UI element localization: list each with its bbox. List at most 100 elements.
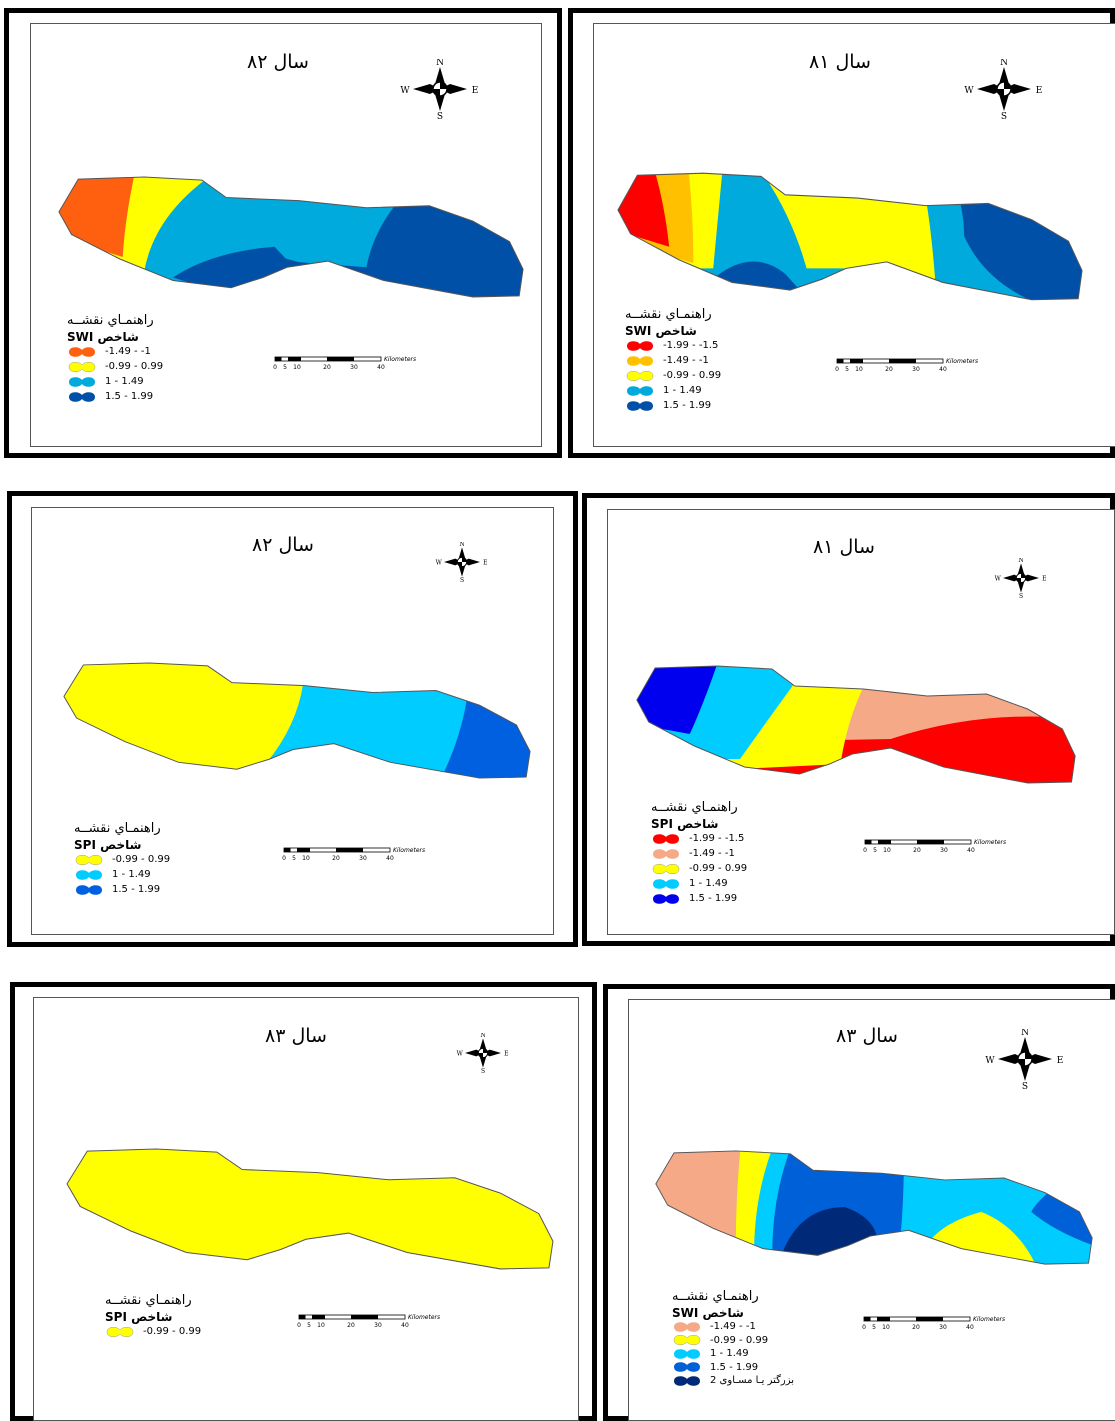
svg-text:5: 5 [872, 1324, 876, 1331]
legend-item: -0.99 - 0.99 [672, 1334, 794, 1348]
svg-text:20: 20 [913, 847, 921, 854]
svg-text:40: 40 [401, 1322, 409, 1329]
north-arrow-icon: N S E W [457, 1033, 509, 1073]
legend-item: 1 - 1.49 [67, 374, 163, 389]
svg-text:20: 20 [885, 366, 893, 373]
legend-item: 1.5 - 1.99 [672, 1361, 794, 1375]
legend-item: 1 - 1.49 [651, 876, 747, 891]
map-title: سال ٨١ [809, 51, 871, 73]
legend-item: -1.49 - -1 [625, 353, 721, 368]
north-arrow-icon: N S E W [436, 542, 488, 582]
map-panel-swi-82: سال ٨٢ N S E W راهنمـاي نقشــه شاخص SWI … [4, 8, 562, 458]
map-title: سال ٨٢ [252, 534, 314, 556]
svg-text:N: N [480, 1033, 485, 1039]
svg-text:30: 30 [374, 1322, 382, 1329]
svg-text:10: 10 [302, 855, 310, 862]
legend-index-label: شاخص SWI [672, 1306, 744, 1320]
zoning-map [636, 665, 1076, 784]
svg-text:20: 20 [332, 855, 340, 862]
legend-title: راهنمـاي نقشــه [105, 1293, 192, 1308]
legend-title: راهنمـاي نقشــه [651, 800, 738, 815]
legend-item: بزرگتر یـا مسـاوی 2 [672, 1374, 794, 1388]
north-arrow-icon: N S E W [964, 59, 1043, 119]
svg-text:S: S [1001, 112, 1007, 119]
legend-item: 1 - 1.49 [625, 383, 721, 398]
svg-text:40: 40 [386, 855, 394, 862]
legend-index-label: شاخص SPI [651, 817, 719, 831]
legend-title: راهنمـاي نقشــه [625, 307, 712, 322]
map-panel-swi-81: سال ٨١ N S E W راهنمـاي نقشــه شاخص SWI … [568, 8, 1115, 458]
svg-text:0: 0 [862, 1324, 866, 1331]
svg-text:E: E [1042, 576, 1046, 583]
legend-item: -1.49 - -1 [672, 1320, 794, 1334]
svg-text:40: 40 [966, 1324, 974, 1331]
svg-text:5: 5 [292, 855, 296, 862]
svg-text:W: W [964, 86, 974, 96]
legend-title: راهنمـاي نقشــه [74, 821, 161, 836]
zoning-map [58, 176, 524, 298]
scale-bar: 0 5 10 20 30 40 Kilometers [863, 839, 1006, 854]
svg-text:N: N [1000, 59, 1008, 68]
legend-item: -1.99 - -1.5 [625, 338, 721, 353]
svg-text:S: S [481, 1068, 485, 1073]
svg-text:E: E [504, 1051, 508, 1058]
map-legend: راهنمـاي نقشــه شاخص SWI -1.49 - -1 -0.9… [672, 1289, 794, 1388]
north-arrow-icon: N S E W [995, 558, 1047, 598]
svg-text:30: 30 [912, 366, 920, 373]
svg-text:5: 5 [283, 364, 287, 371]
svg-text:W: W [995, 576, 1002, 583]
svg-text:20: 20 [912, 1324, 920, 1331]
svg-text:0: 0 [863, 847, 867, 854]
svg-text:Kilometers: Kilometers [393, 847, 425, 854]
svg-text:10: 10 [882, 1324, 890, 1331]
legend-item: -0.99 - 0.99 [67, 359, 163, 374]
svg-text:10: 10 [883, 847, 891, 854]
map-legend: راهنمـاي نقشــه شاخص SPI -0.99 - 0.99 [105, 1293, 201, 1339]
legend-item: -0.99 - 0.99 [105, 1324, 201, 1339]
zoning-map [617, 172, 1083, 301]
svg-text:20: 20 [323, 364, 331, 371]
map-legend: راهنمـاي نقشــه شاخص SWI -1.99 - -1.5 -1… [625, 307, 721, 413]
legend-index-label: شاخص SWI [67, 330, 139, 344]
svg-text:N: N [1018, 558, 1023, 564]
svg-text:S: S [437, 112, 443, 119]
svg-text:30: 30 [939, 1324, 947, 1331]
svg-text:30: 30 [940, 847, 948, 854]
legend-item: 1 - 1.49 [672, 1347, 794, 1361]
zoning-map [655, 1150, 1093, 1265]
svg-text:E: E [483, 560, 487, 567]
legend-item: 1.5 - 1.99 [67, 389, 163, 404]
svg-text:5: 5 [845, 366, 849, 373]
svg-text:30: 30 [350, 364, 358, 371]
map-title: سال ٨٣ [836, 1025, 898, 1047]
svg-text:Kilometers: Kilometers [408, 1314, 440, 1321]
legend-item: -1.49 - -1 [651, 846, 747, 861]
svg-text:W: W [457, 1051, 464, 1058]
svg-text:W: W [400, 86, 410, 96]
svg-text:Kilometers: Kilometers [974, 839, 1006, 846]
scale-bar: 0 5 10 20 30 40 Kilometers [282, 847, 425, 862]
svg-text:5: 5 [873, 847, 877, 854]
svg-text:W: W [985, 1056, 995, 1066]
svg-text:0: 0 [297, 1322, 301, 1329]
legend-index-label: شاخص SPI [105, 1310, 173, 1324]
map-panel-spi-82: سال ٨٢ N S E W راهنمـاي نقشــه شاخص SPI … [7, 491, 578, 947]
zone-swi-1.5-1.99 [173, 246, 290, 293]
legend-item: -1.99 - -1.5 [651, 831, 747, 846]
svg-text:30: 30 [359, 855, 367, 862]
legend-index-label: شاخص SWI [625, 324, 697, 338]
svg-text:N: N [1021, 1029, 1029, 1038]
svg-text:10: 10 [293, 364, 301, 371]
svg-text:20: 20 [347, 1322, 355, 1329]
svg-text:40: 40 [967, 847, 975, 854]
scale-bar: 0 5 10 20 30 40 Kilometers [862, 1316, 1005, 1331]
legend-item: -0.99 - 0.99 [74, 852, 170, 867]
svg-text:Kilometers: Kilometers [973, 1316, 1005, 1323]
legend-title: راهنمـاي نقشــه [67, 313, 154, 328]
svg-text:E: E [1036, 86, 1043, 96]
svg-text:5: 5 [307, 1322, 311, 1329]
scale-bar: 0 5 10 20 30 40 Kilometers [297, 1314, 440, 1329]
legend-item: -0.99 - 0.99 [651, 861, 747, 876]
map-panel-swi-83: سال ٨٣ N S E W راهنمـاي نقشــه شاخص SWI … [603, 984, 1115, 1421]
svg-text:40: 40 [377, 364, 385, 371]
